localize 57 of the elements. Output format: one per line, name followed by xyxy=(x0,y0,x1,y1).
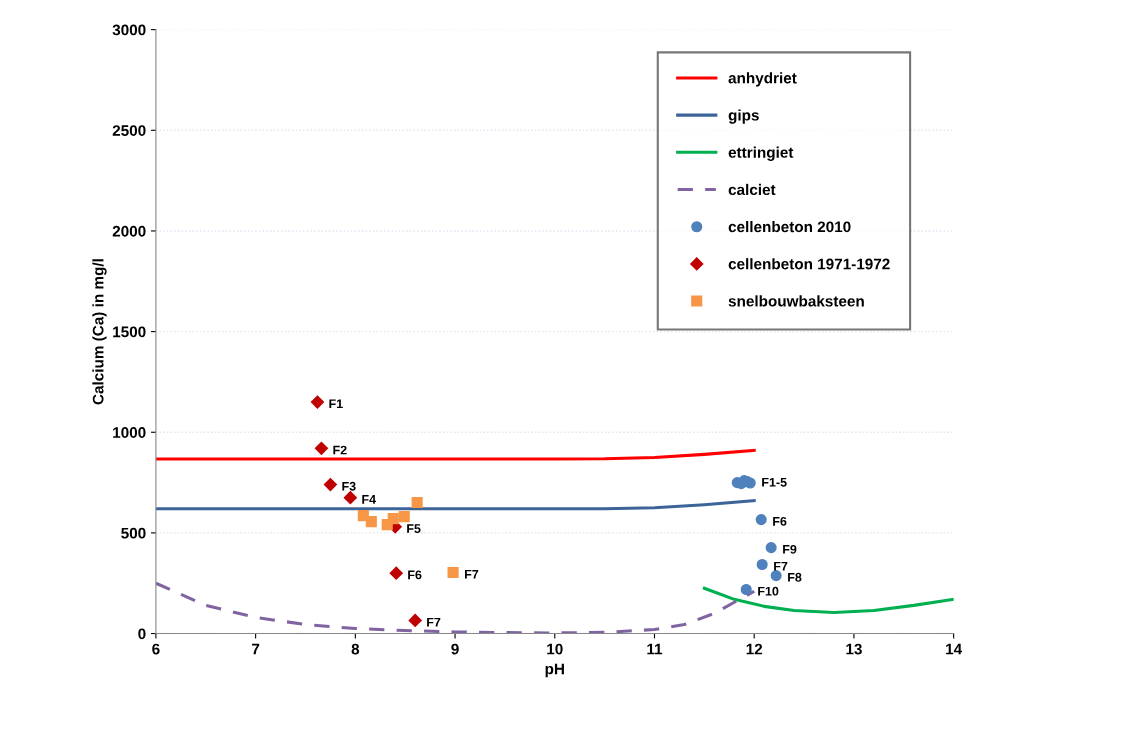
point xyxy=(310,395,325,409)
point xyxy=(740,583,752,596)
annotation: F7 xyxy=(427,617,441,627)
point xyxy=(398,511,410,523)
point xyxy=(411,496,423,509)
y-tick-label: 1000 xyxy=(113,427,146,438)
x-axis-title: pH xyxy=(545,663,564,678)
annotation: F4 xyxy=(362,495,376,504)
point xyxy=(365,516,377,528)
x-tick-label: 8 xyxy=(351,643,360,655)
annotation: F6 xyxy=(408,570,422,580)
annotation: F6 xyxy=(773,516,787,526)
x-tick-label: 13 xyxy=(846,643,862,655)
legend-label: cellenbeton 1971-1972 xyxy=(728,258,890,270)
x-tick-label: 7 xyxy=(252,643,260,655)
point xyxy=(765,542,777,554)
line-series xyxy=(702,586,954,614)
line-series xyxy=(155,581,756,634)
y-tick-label: 3000 xyxy=(112,24,146,36)
annotation: F7 xyxy=(774,561,788,571)
annotation: F7 xyxy=(465,569,479,579)
x-tick-label: 9 xyxy=(451,643,459,655)
x-tick-label: 11 xyxy=(647,643,663,655)
point xyxy=(408,613,422,628)
point xyxy=(447,567,459,579)
legend-label: ettringiet xyxy=(728,146,794,161)
y-tick-label: 2500 xyxy=(112,125,146,136)
annotation: F5 xyxy=(407,524,421,533)
y-tick-label: 500 xyxy=(121,527,146,539)
y-axis-title: Calcium (Ca) in mg/l xyxy=(92,259,107,405)
annotation: F10 xyxy=(758,586,779,596)
point xyxy=(314,441,329,455)
annotation: F9 xyxy=(783,544,797,554)
x-tick-label: 6 xyxy=(152,643,160,655)
annotation: F2 xyxy=(333,445,347,455)
x-tick-label: 12 xyxy=(746,643,763,655)
point xyxy=(323,478,337,492)
annotation: F1-5 xyxy=(762,477,787,487)
y-tick-label: 1500 xyxy=(113,326,146,338)
annotation: F1 xyxy=(329,399,343,409)
point xyxy=(770,570,782,582)
y-tick-label: 2000 xyxy=(112,225,146,237)
point xyxy=(389,566,403,580)
legend-label: anhydriet xyxy=(728,72,797,87)
y-tick-label: 0 xyxy=(138,628,146,640)
legend-label: calciet xyxy=(728,183,776,196)
legend-label: cellenbeton 2010 xyxy=(728,221,851,233)
annotation: F8 xyxy=(788,572,802,582)
x-tick-label: 14 xyxy=(946,643,963,655)
annotation: F3 xyxy=(342,481,356,491)
point xyxy=(755,514,767,526)
point xyxy=(756,558,768,571)
legend-label: snelbouwbaksteen xyxy=(728,295,864,307)
legend-label: gips xyxy=(728,109,759,124)
point xyxy=(343,491,357,505)
point xyxy=(387,513,399,525)
x-tick-label: 10 xyxy=(547,643,563,655)
